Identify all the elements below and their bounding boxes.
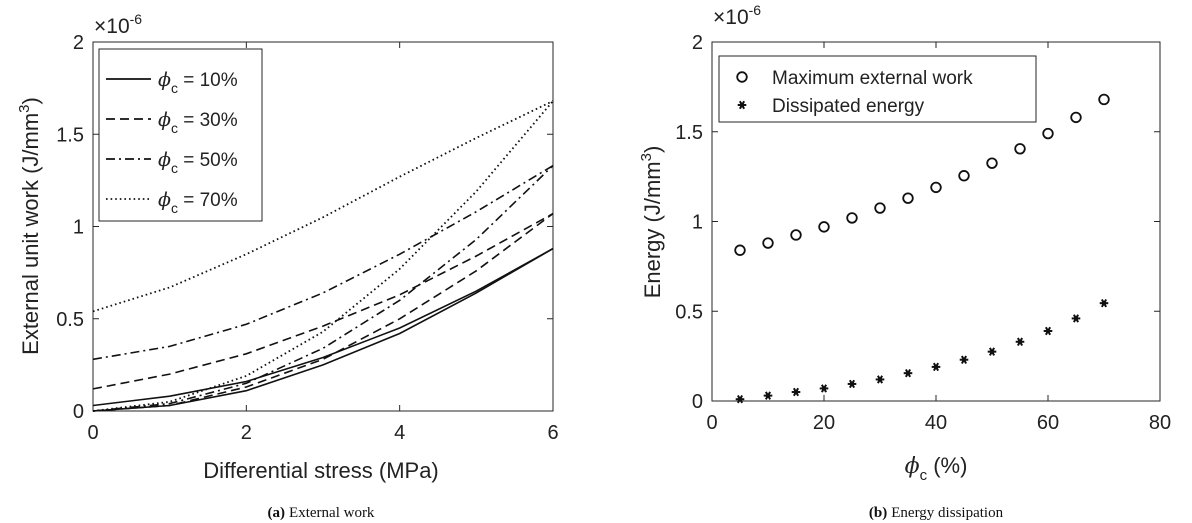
x-tick-labels: 0 2 4 6 [87,422,558,444]
legend-circle-marker [736,71,748,83]
max-work-point [1042,127,1054,140]
y-exponent: ×10-6 [94,11,142,38]
dissipated-energy-point [903,368,913,378]
x-tick-label: 0 [87,422,98,444]
panel-external-work: 0 2 4 6 0 0.5 1 1.5 2 ×10-6 Differential stress… [16,11,559,521]
dissipated-energy-point [987,347,997,356]
dissipated-energy-point [763,391,773,400]
x-tick-label: 2 [241,422,252,444]
scatter-series [734,93,1110,404]
y-exponent: ×10-6 [713,2,761,29]
legend-entry: ϕc = 50% [158,149,238,176]
series-line-4-branch-2 [92,100,554,313]
panel-energy-dissipation: 0 20 40 60 80 0 0.5 1 1.5 2 ×10-6 ϕc (%) Energy … [638,2,1171,521]
y-tick-label: 2 [73,32,84,54]
x-tick-label: 80 [1149,412,1171,434]
dissipated-energy-point [791,387,801,397]
dissipated-energy-point [819,384,829,393]
max-work-point [762,237,774,249]
y-tick-labels: 0 0.5 1 1.5 2 [675,32,703,413]
y-axis-label: External unit work (J/mm3) [16,97,43,355]
y-tick-label: 0 [692,391,703,413]
y-tick-label: 0.5 [56,309,84,331]
legend-entry: Maximum external work [772,68,973,89]
x-tick-label: 20 [813,412,835,434]
x-tick-labels: 0 20 40 60 80 [706,412,1171,434]
legend-box [98,48,263,222]
dissipated-energy-point [959,355,969,364]
y-tick-labels: 0 0.5 1 1.5 2 [56,32,84,423]
legend: Maximum external work Dissipated energy [718,55,1037,123]
y-tick-label: 1 [692,212,703,234]
series-line-2-branch-2 [92,212,554,390]
x-tick-label: 60 [1037,412,1059,434]
max-work-point [958,170,970,182]
max-work-point [930,181,942,194]
series-line-1-branch-1 [92,247,554,412]
series-line-3-branch-2 [92,164,554,361]
dissipated-energy-point [1071,314,1081,323]
dissipated-energy-point [931,362,941,372]
y-tick-label: 2 [692,32,703,54]
y-axis-label: Energy (J/mm3) [638,146,665,299]
dissipated-energy-point [847,379,857,389]
legend-entry: ϕc = 10% [158,69,238,96]
max-work-point [986,157,998,169]
y-tick-label: 0.5 [675,301,703,323]
y-tick-label: 1.5 [56,124,84,146]
max-work-point [790,229,802,241]
legend-box [718,55,1037,123]
caption-a: (a) External work [268,505,375,521]
x-tick-label: 0 [706,412,717,434]
y-tick-label: 1.5 [675,122,703,144]
x-tick-label: 6 [547,422,558,444]
max-work-point [1098,93,1110,106]
legend-asterisk-marker [737,100,747,110]
max-work-point [874,202,886,214]
dissipated-energy-point [1015,337,1025,346]
line-series [92,100,554,412]
dissipated-energy-point [1099,298,1109,308]
max-work-point [902,192,914,204]
max-work-point [734,244,746,256]
dissipated-energy-point [735,394,745,404]
max-work-point [1070,111,1082,124]
max-work-point [846,212,858,224]
x-axis-label: Differential stress (MPa) [203,458,439,483]
x-axis-label: ϕc (%) [905,453,968,484]
dissipated-energy-point [1043,326,1053,336]
x-tick-label: 40 [925,412,947,434]
legend: ϕc = 10% ϕc = 30% ϕc = 50% ϕc = 70% [98,48,263,222]
tick-marks [711,41,1161,402]
caption-b: (b) Energy dissipation [869,505,1004,521]
legend-entry: ϕc = 30% [158,109,238,136]
max-work-point [1014,143,1026,155]
series-line-3-branch-1 [92,165,554,412]
series-line-2-branch-1 [92,212,554,412]
max-work-point [818,221,830,233]
series-line-1-branch-2 [92,247,554,407]
legend-entry: ϕc = 70% [158,189,238,216]
legend-entry: Dissipated energy [772,96,925,117]
y-tick-label: 1 [73,217,84,239]
y-tick-label: 0 [73,401,84,423]
x-tick-label: 4 [394,422,405,444]
dissipated-energy-point [875,375,885,384]
